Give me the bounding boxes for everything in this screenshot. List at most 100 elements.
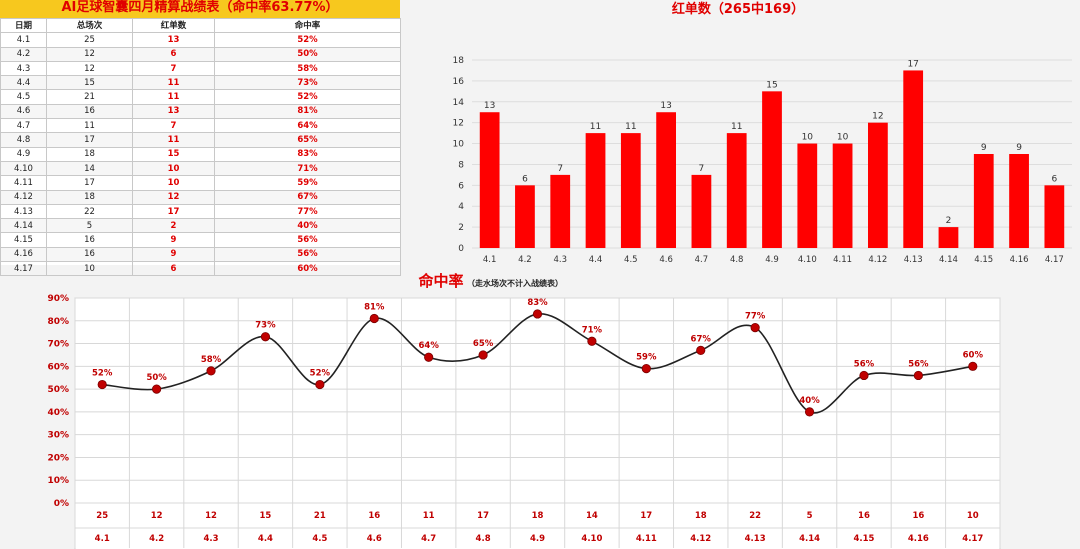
hit-rate-data-label: 71% (582, 325, 603, 335)
bar-value-label: 6 (1051, 174, 1057, 184)
hit-rate-point (152, 384, 162, 394)
bar-x-tick-label: 4.2 (518, 255, 532, 265)
table-row: 4.5 21 11 52% (0, 89, 401, 105)
hit-rate-point (696, 345, 706, 355)
hit-rate-point (260, 332, 271, 342)
table-header-cell: 总场次 (46, 17, 133, 34)
bar-y-tick-label: 12 (453, 119, 464, 129)
red-orders-cell: 6 (132, 46, 215, 62)
line-plot-area (74, 297, 1001, 549)
date-cell: 4.1 (0, 32, 47, 48)
bar (1044, 185, 1065, 248)
bar (620, 133, 641, 248)
date-cell: 4.13 (0, 203, 47, 220)
bar-value-label: 10 (802, 133, 814, 143)
hit-rate-point (478, 350, 488, 360)
red-orders-bar-chart: 红单数（265中169）024681012141618134.164.274.3… (453, 1, 1072, 265)
bar-x-tick-label: 4.12 (868, 255, 887, 265)
results-table: 日期 总场次 红单数 命中率 4.1 25 13 52% 4.2 12 6 50% 4.3 12 7 58%… (0, 17, 401, 277)
date-cell: 4.16 (0, 246, 47, 263)
hit-rate-point (804, 407, 815, 417)
table-row: 4.1 25 13 52% (0, 32, 401, 48)
bar-chart-title: 红单数（265中169） (672, 1, 804, 17)
total-matches-cell: 10 (46, 261, 133, 277)
red-orders-cell: 7 (132, 118, 215, 134)
bar-x-tick-label: 4.15 (974, 255, 993, 265)
match-count-label: 18 (532, 511, 544, 521)
total-matches-cell: 16 (46, 246, 133, 263)
hit-rate-point (913, 370, 923, 381)
table-header-cell: 红单数 (132, 17, 215, 34)
date-cell: 4.10 (0, 160, 47, 177)
line-y-tick-label: 10% (47, 476, 69, 486)
total-matches-cell: 17 (46, 175, 133, 191)
red-orders-cell: 11 (132, 132, 215, 148)
hit-rate-data-label: 56% (854, 359, 875, 369)
line-y-tick-label: 80% (47, 317, 69, 327)
line-x-tick-label: 4.13 (745, 534, 766, 544)
bar (762, 91, 782, 248)
table-row: 4.11 17 10 59% (0, 175, 401, 191)
line-x-tick-label: 4.6 (367, 534, 382, 544)
table-row: 4.6 16 13 81% (0, 103, 401, 120)
bar-value-label: 7 (699, 164, 705, 174)
red-orders-cell: 7 (132, 60, 215, 77)
match-count-label: 17 (640, 511, 652, 521)
line-x-tick-label: 4.11 (636, 534, 657, 544)
table-row: 4.17 10 6 60% (0, 261, 401, 277)
bar-y-tick-label: 14 (453, 98, 465, 108)
hit-rate-data-label: 56% (908, 359, 929, 369)
hit-rate-cell: 65% (214, 132, 401, 148)
match-count-label: 12 (205, 511, 217, 521)
bar (515, 185, 535, 248)
hit-rate-data-label: 65% (473, 339, 494, 349)
hit-rate-cell: 50% (214, 46, 401, 62)
line-y-tick-label: 20% (47, 453, 69, 463)
hit-rate-cell: 77% (214, 203, 401, 220)
red-orders-cell: 17 (132, 203, 215, 220)
bar-value-label: 12 (872, 112, 883, 122)
table-row: 4.16 16 9 56% (0, 246, 401, 263)
line-x-tick-label: 4.8 (476, 534, 491, 544)
hit-rate-point (206, 366, 216, 376)
hit-rate-cell: 58% (214, 60, 401, 77)
red-orders-cell: 10 (132, 175, 215, 191)
table-row: 4.15 16 9 56% (0, 232, 401, 248)
line-x-tick-label: 4.4 (258, 534, 273, 544)
match-count-label: 14 (586, 511, 598, 521)
bar-x-tick-label: 4.13 (904, 255, 923, 265)
match-count-label: 16 (368, 511, 380, 521)
bar-y-tick-label: 18 (453, 56, 465, 66)
hit-rate-point (424, 352, 434, 362)
hit-rate-cell: 81% (214, 103, 401, 120)
line-chart-title: 命中率 (417, 272, 463, 290)
bar-value-label: 11 (731, 122, 742, 132)
hit-rate-data-label: 50% (146, 373, 167, 383)
bar-y-tick-label: 6 (458, 181, 464, 191)
line-y-tick-label: 60% (47, 362, 69, 372)
match-count-label: 16 (912, 511, 924, 521)
hit-rate-cell: 56% (214, 232, 401, 248)
table-row: 4.10 14 10 71% (0, 160, 401, 177)
date-cell: 4.3 (0, 60, 47, 77)
match-count-label: 11 (423, 511, 435, 521)
bar (585, 133, 606, 248)
bar-value-label: 13 (660, 101, 671, 111)
match-count-label: 5 (807, 511, 813, 521)
date-cell: 4.2 (0, 46, 47, 62)
match-count-label: 12 (151, 511, 163, 521)
table-row: 4.2 12 6 50% (0, 46, 401, 62)
hit-rate-data-label: 52% (310, 369, 331, 379)
hit-rate-data-label: 58% (201, 355, 222, 365)
bar-x-tick-label: 4.16 (1010, 255, 1029, 265)
bar (479, 112, 500, 248)
line-x-tick-label: 4.5 (312, 534, 327, 544)
table-header-cell: 日期 (0, 17, 47, 34)
bar-y-tick-label: 2 (458, 223, 464, 233)
table-row: 4.3 12 7 58% (0, 60, 401, 77)
hit-rate-data-label: 40% (799, 396, 820, 406)
bar-x-tick-label: 4.1 (483, 255, 497, 265)
hit-rate-point (859, 370, 869, 381)
bar-x-tick-label: 4.17 (1045, 255, 1064, 265)
match-count-label: 17 (477, 511, 489, 521)
